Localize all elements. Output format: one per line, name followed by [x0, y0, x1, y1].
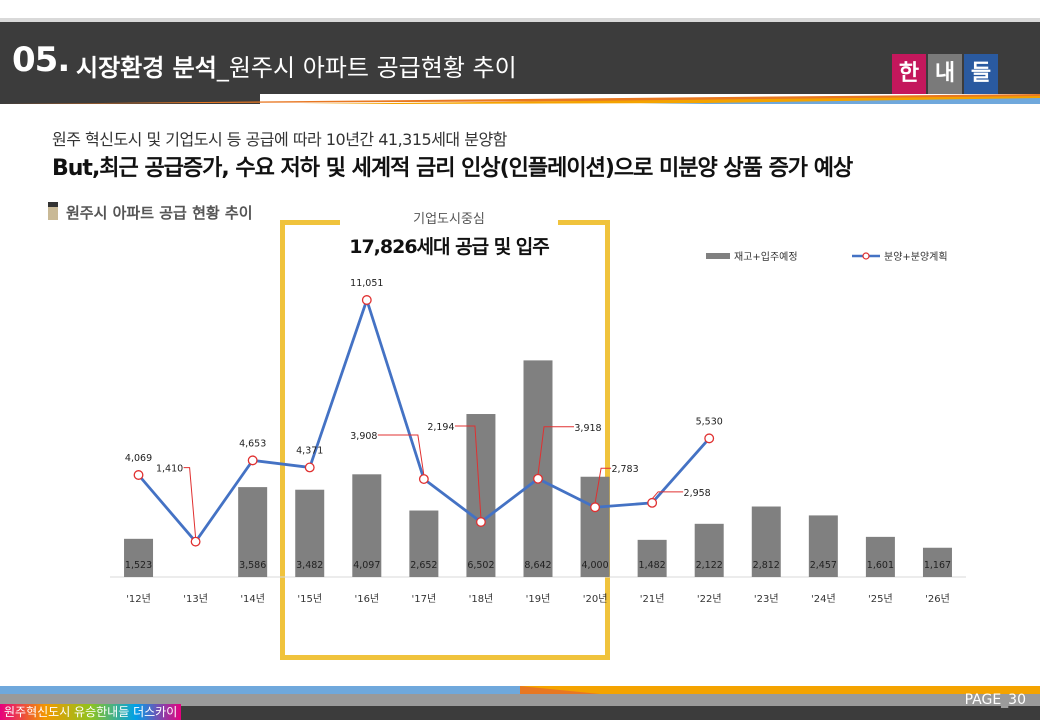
- x-tick-label: '15년: [297, 593, 322, 605]
- bar: [808, 515, 838, 577]
- line-point: [133, 470, 144, 480]
- line-value-label: 4,653: [239, 438, 266, 449]
- line-point: [190, 536, 201, 547]
- line-point: [590, 502, 601, 513]
- page-title: 시장환경 분석_원주시 아파트 공급현황 추이: [76, 48, 517, 83]
- bar: [238, 487, 268, 577]
- x-tick-label: '18년: [469, 593, 494, 605]
- line-value-label: 5,530: [696, 416, 723, 427]
- section-title: 원주시 아파트 공급 현황 추이: [66, 204, 253, 222]
- leader-line: [651, 491, 684, 500]
- x-tick-label: '17년: [412, 593, 437, 605]
- line-value-label: 4,371: [296, 445, 323, 456]
- bar-value-label: 2,812: [753, 560, 780, 571]
- header-stripe: [0, 94, 1040, 104]
- footer-stripe: [0, 686, 1040, 694]
- legend-bar-swatch: [706, 253, 730, 259]
- bar: [637, 539, 667, 577]
- x-tick-label: '24년: [811, 593, 836, 605]
- bar: [580, 476, 610, 577]
- line-point: [304, 462, 315, 473]
- legend-bar-label: 재고+입주예정: [734, 250, 798, 263]
- leader-line: [594, 467, 612, 504]
- x-tick-label: '14년: [240, 593, 265, 605]
- line-value-label: 11,051: [350, 278, 383, 289]
- top-bar: [0, 0, 1040, 22]
- x-tick-label: '23년: [754, 593, 779, 605]
- bar: [295, 489, 325, 577]
- bar-value-label: 1,601: [867, 560, 894, 571]
- line-value-label: 1,410: [156, 464, 183, 475]
- line-value-label: 2,194: [427, 422, 454, 433]
- bar-value-label: 2,652: [410, 560, 437, 571]
- bar-value-label: 4,000: [581, 560, 608, 571]
- x-tick-label: '22년: [697, 593, 722, 605]
- x-tick-label: '13년: [183, 593, 208, 605]
- bar-value-label: 2,122: [696, 560, 723, 571]
- x-tick-label: '16년: [354, 593, 379, 605]
- x-tick-label: '25년: [868, 593, 893, 605]
- chart-legend: 재고+입주예정 분양+분양계획: [706, 250, 948, 263]
- x-tick-label: '19년: [526, 593, 551, 605]
- legend-line-label: 분양+분양계획: [884, 251, 948, 263]
- leader-line: [183, 467, 197, 538]
- subtitle-line-1: 원주 혁신도시 및 기업도시 등 공급에 따라 10년간 41,315세대 분양…: [52, 130, 507, 149]
- bar-value-label: 2,457: [810, 560, 837, 571]
- page-title-rest: _원주시 아파트 공급현황 추이: [216, 54, 517, 82]
- highlight-title: 17,826세대 공급 및 입주: [349, 236, 550, 258]
- leader-line: [537, 426, 574, 475]
- line-value-label: 4,069: [125, 453, 152, 464]
- bar-value-label: 1,523: [125, 560, 152, 571]
- logo-char-2: 내: [928, 54, 962, 94]
- logo-char-1: 한: [892, 54, 926, 94]
- legend-line-marker: [862, 252, 870, 260]
- page-title-bold: 시장환경 분석: [76, 54, 217, 82]
- line-point: [704, 433, 715, 444]
- section-marker: [48, 202, 58, 220]
- footer-project-name: 원주혁신도시 유승한내들 더스카이: [0, 704, 182, 720]
- line-value-label: 3,908: [350, 431, 377, 442]
- bar-value-label: 3,482: [296, 560, 323, 571]
- subtitle-line-2: But,최근 공급증가, 수요 저하 및 세계적 금리 인상(인플레이션)으로 …: [52, 156, 853, 181]
- line-value-label: 2,958: [684, 488, 711, 499]
- leader-line: [454, 425, 482, 519]
- bar-value-label: 3,586: [239, 560, 266, 571]
- line-point: [247, 455, 258, 466]
- bar-value-label: 1,482: [639, 560, 666, 571]
- bar: [352, 474, 382, 577]
- bar: [409, 510, 439, 577]
- bar-value-label: 8,642: [524, 560, 551, 571]
- x-tick-label: '26년: [925, 593, 950, 605]
- bar: [922, 547, 952, 577]
- logo-char-3: 들: [964, 54, 998, 94]
- line-series: [137, 298, 711, 544]
- header: 05. 시장환경 분석_원주시 아파트 공급현황 추이 한 내 들: [0, 22, 1040, 94]
- bar-value-label: 6,502: [467, 560, 494, 571]
- bar: [124, 538, 154, 577]
- bar: [751, 506, 781, 577]
- line-point: [475, 517, 486, 527]
- leader-line: [377, 434, 425, 476]
- x-tick-label: '20년: [583, 593, 608, 605]
- section-number: 05.: [12, 40, 70, 80]
- line-point: [418, 474, 429, 484]
- line-value-label: 3,918: [574, 423, 601, 434]
- line-point: [647, 497, 658, 508]
- bar: [865, 536, 895, 577]
- bar-value-label: 4,097: [353, 560, 380, 571]
- highlight-subtitle: 기업도시중심: [413, 212, 485, 227]
- line-point: [533, 473, 543, 484]
- x-tick-label: '12년: [126, 593, 151, 605]
- line-point: [361, 295, 372, 305]
- bar: [523, 360, 553, 577]
- line-value-label: 2,783: [611, 464, 638, 475]
- page-number: PAGE_30: [964, 692, 1026, 708]
- bar: [694, 523, 724, 577]
- bar: [466, 414, 496, 577]
- bar-value-label: 1,167: [924, 560, 951, 571]
- x-tick-label: '21년: [640, 593, 665, 605]
